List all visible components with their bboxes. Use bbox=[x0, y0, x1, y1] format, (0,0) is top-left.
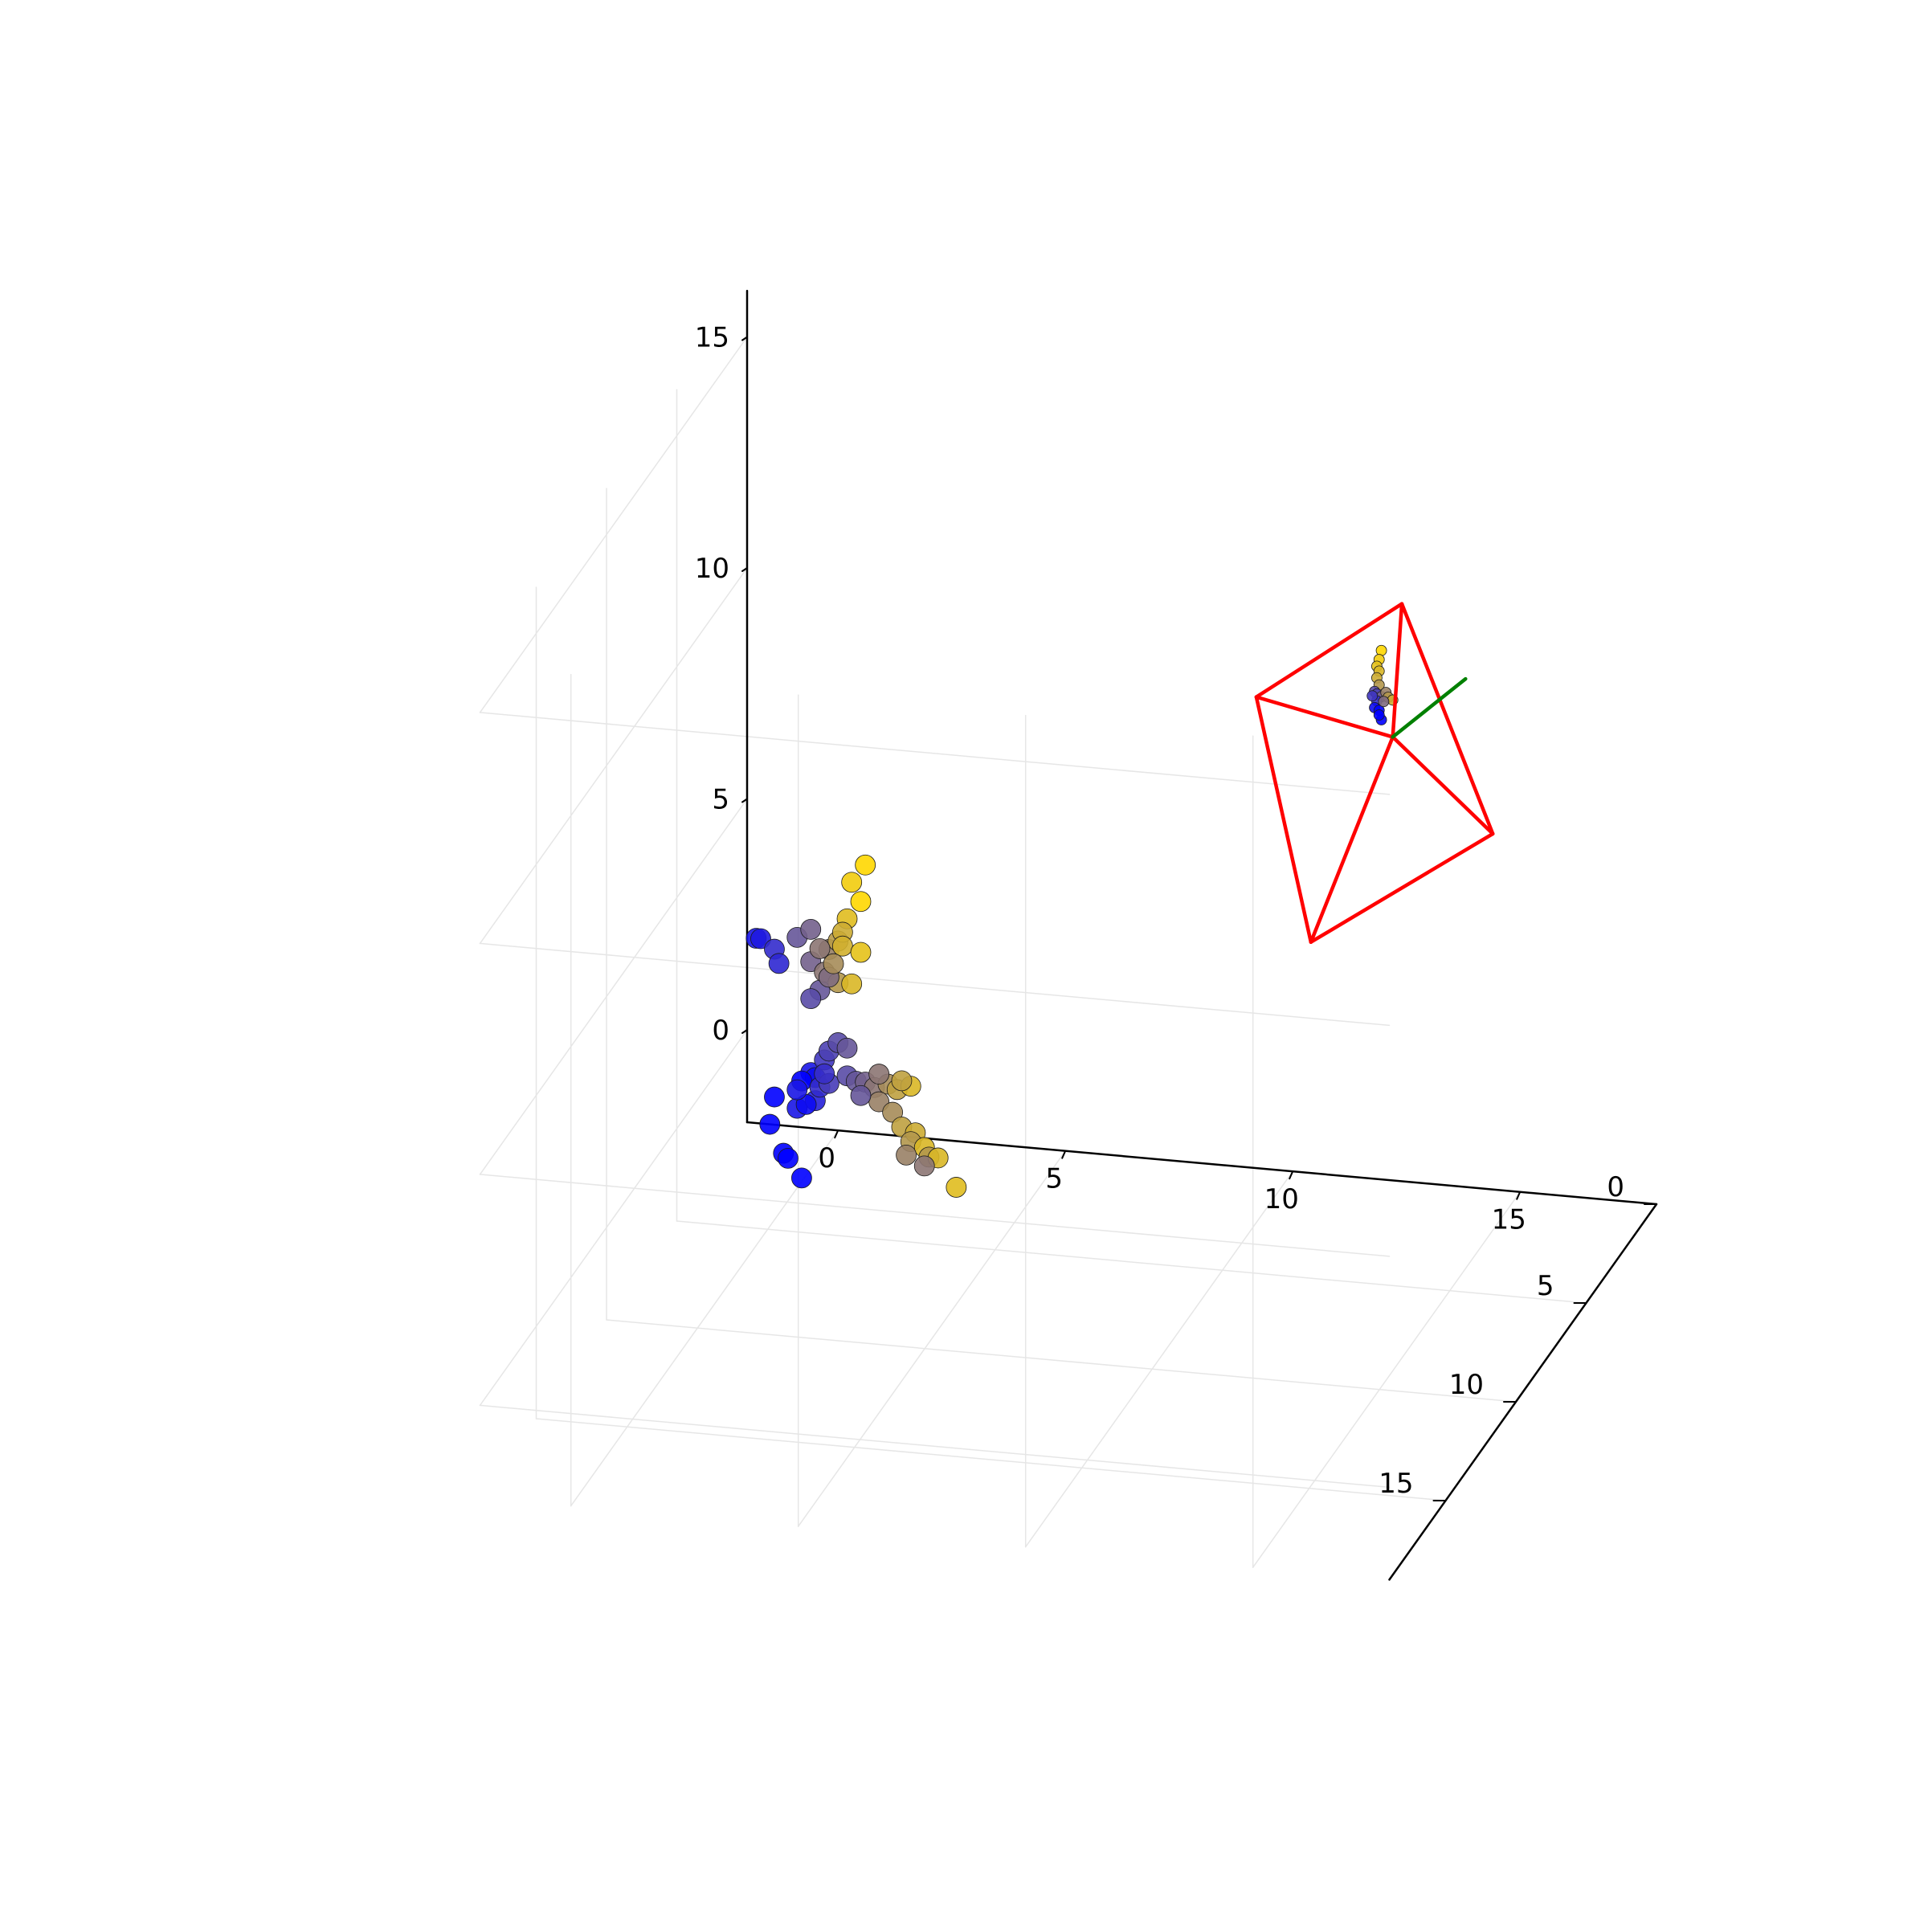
x-tick-label: 5 bbox=[1045, 1163, 1063, 1195]
camera-frustum bbox=[1254, 602, 1495, 944]
z-tick-label: 15 bbox=[695, 322, 729, 354]
data-point bbox=[1366, 690, 1379, 702]
z-tick-label: 0 bbox=[712, 1015, 729, 1047]
grid-line-z bbox=[479, 336, 748, 713]
z-tick-label: 10 bbox=[695, 553, 729, 585]
grid-line-z bbox=[479, 942, 1391, 1027]
grid-line-z bbox=[479, 712, 1391, 795]
axes bbox=[745, 289, 1658, 1581]
data-point bbox=[786, 1079, 808, 1101]
grid-line-x bbox=[570, 1129, 839, 1507]
data-point bbox=[759, 1113, 781, 1135]
data-point bbox=[1378, 696, 1390, 708]
data-point bbox=[836, 1037, 858, 1059]
frustum-edge bbox=[1254, 695, 1313, 944]
x-tick-mark bbox=[1516, 1191, 1522, 1200]
frustum-edge bbox=[1309, 831, 1495, 944]
grid-line-z bbox=[479, 1029, 748, 1407]
data-point bbox=[800, 988, 822, 1010]
z-tick-mark bbox=[741, 1029, 748, 1034]
data-point bbox=[1375, 644, 1387, 656]
grid-line-x bbox=[1024, 1170, 1293, 1548]
data-points bbox=[745, 644, 1399, 1198]
y-tick-label: 5 bbox=[1537, 1270, 1554, 1302]
data-point bbox=[823, 953, 844, 974]
data-point bbox=[850, 891, 872, 913]
x-tick-mark bbox=[1061, 1150, 1067, 1159]
frustum-edge bbox=[1391, 602, 1404, 739]
frustum-edge bbox=[1399, 602, 1495, 836]
x-tick-mark bbox=[1289, 1170, 1294, 1180]
x-tick-mark bbox=[834, 1129, 839, 1139]
grid-line-y bbox=[676, 1220, 1587, 1304]
x-tick-label: 10 bbox=[1264, 1183, 1299, 1215]
z-tick-mark bbox=[741, 336, 748, 341]
x-tick-label: 15 bbox=[1492, 1204, 1526, 1236]
camera-axis bbox=[1391, 676, 1468, 739]
frustum-edge bbox=[1391, 735, 1495, 836]
grid-line-x bbox=[797, 1150, 1066, 1527]
data-point bbox=[855, 854, 876, 876]
data-point bbox=[809, 938, 831, 959]
data-point bbox=[814, 1063, 835, 1084]
z-tick-mark bbox=[741, 798, 748, 803]
data-point bbox=[778, 1147, 799, 1169]
data-point bbox=[841, 973, 863, 995]
frustum-edge bbox=[1254, 602, 1404, 699]
z-tick-label: 5 bbox=[712, 784, 729, 816]
data-point bbox=[896, 1144, 917, 1166]
data-point bbox=[768, 953, 790, 974]
x-tick-label: 0 bbox=[818, 1142, 835, 1174]
data-point bbox=[791, 1167, 812, 1189]
data-point bbox=[946, 1177, 967, 1198]
y-tick-label: 0 bbox=[1607, 1171, 1624, 1203]
data-point bbox=[800, 918, 822, 940]
data-point bbox=[913, 1155, 935, 1177]
data-point bbox=[764, 1086, 785, 1108]
grid-line-z bbox=[479, 798, 748, 1175]
y-tick-label: 10 bbox=[1449, 1369, 1484, 1401]
data-point bbox=[850, 941, 872, 963]
grid-line-z bbox=[479, 1174, 1391, 1257]
data-point bbox=[841, 872, 863, 893]
data-point bbox=[891, 1070, 913, 1092]
grid-line-x bbox=[1252, 1191, 1521, 1568]
grid-line-z bbox=[479, 567, 748, 945]
z-tick-mark bbox=[741, 567, 748, 572]
data-point bbox=[1373, 709, 1385, 721]
tick-labels: 0 5 10 15 0 5 10 15 0 5 10 15 bbox=[695, 322, 1657, 1501]
y-axis-line bbox=[1388, 1203, 1658, 1581]
data-point bbox=[831, 935, 853, 957]
frustum-edge bbox=[1254, 695, 1395, 739]
grid-line-y bbox=[606, 1319, 1517, 1403]
grid-line-z bbox=[479, 1404, 1391, 1489]
data-point bbox=[850, 1084, 872, 1106]
grid-line-y bbox=[535, 1418, 1447, 1501]
data-point bbox=[868, 1064, 890, 1084]
y-tick-label: 15 bbox=[1379, 1468, 1413, 1500]
frustum-edge bbox=[1309, 735, 1395, 944]
